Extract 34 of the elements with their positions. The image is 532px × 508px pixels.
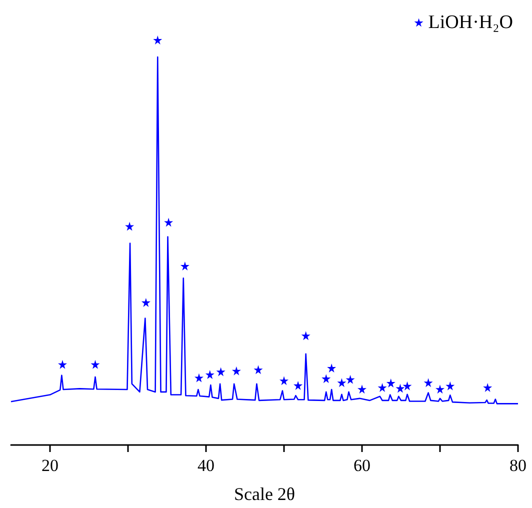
x-tick-label: 20	[42, 456, 58, 475]
point	[358, 384, 366, 394]
point	[180, 261, 190, 270]
point	[327, 364, 336, 373]
x-tick-label: 80	[510, 456, 526, 475]
point	[396, 384, 405, 393]
point	[216, 367, 226, 376]
x-axis-title: Scale 2θ	[234, 484, 296, 504]
point	[254, 365, 263, 374]
point	[205, 370, 214, 380]
point	[337, 378, 346, 388]
point	[346, 374, 355, 384]
point	[125, 222, 134, 231]
point	[58, 360, 67, 369]
point	[301, 331, 310, 340]
point	[194, 373, 204, 382]
point	[424, 378, 433, 388]
point	[446, 381, 455, 390]
point	[378, 382, 387, 392]
point	[141, 298, 150, 307]
point	[322, 374, 331, 384]
legend-label: LiOH·H₂O	[428, 12, 514, 33]
point	[436, 384, 444, 394]
point	[402, 381, 412, 390]
point	[90, 360, 100, 369]
point	[386, 378, 396, 388]
point	[280, 376, 288, 386]
point	[294, 380, 303, 390]
point	[232, 366, 241, 376]
x-tick-label: 60	[354, 456, 370, 475]
point	[164, 218, 174, 227]
point	[483, 382, 492, 392]
x-tick-label: 40	[198, 456, 214, 475]
point	[153, 36, 162, 44]
